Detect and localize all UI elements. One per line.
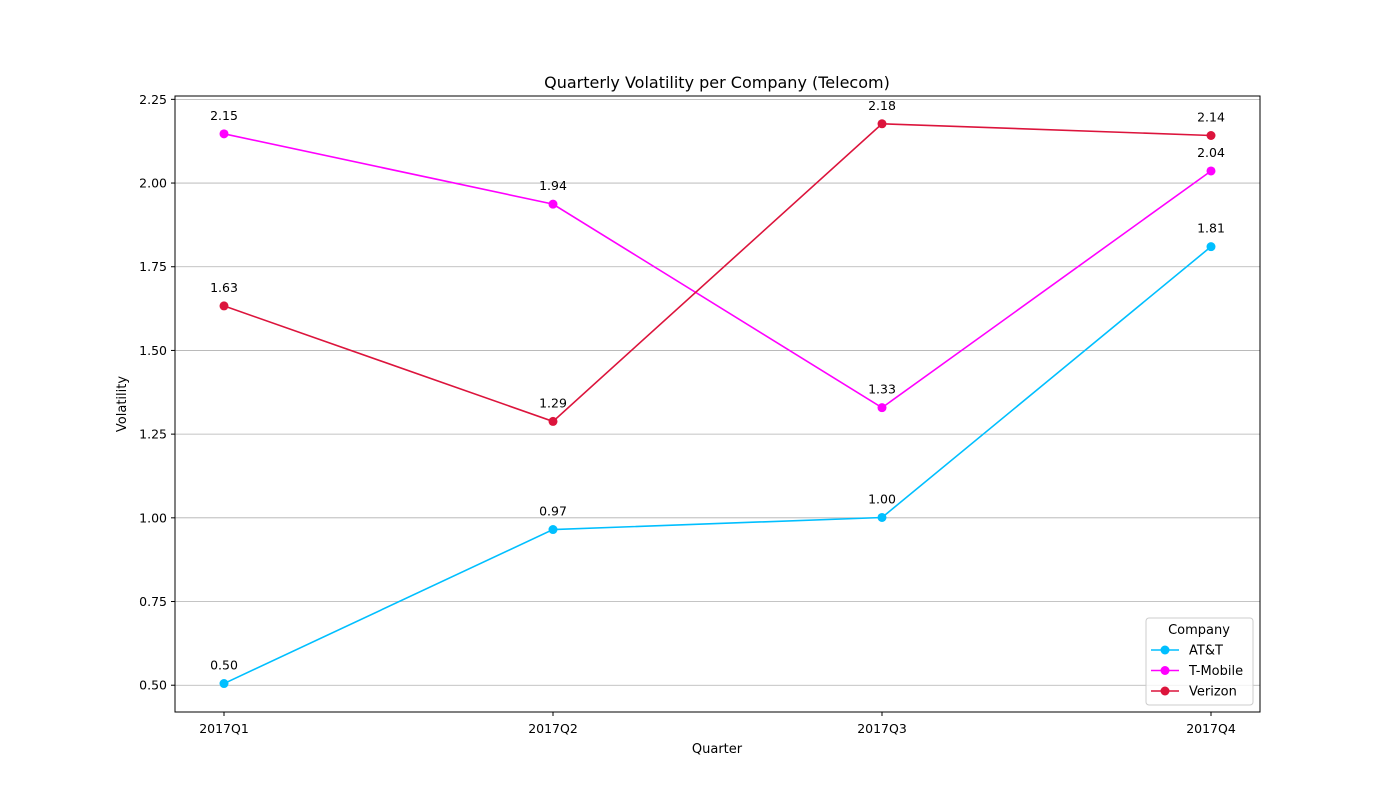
y-axis: 0.50 0.75 1.00 1.25 1.50 1.75 2.00 2.25 [139, 92, 175, 693]
y-tick-label: 2.25 [139, 92, 167, 107]
legend-marker [1160, 686, 1170, 696]
data-point [1206, 242, 1216, 252]
data-label: 2.15 [210, 108, 238, 123]
y-tick-label: 0.50 [139, 678, 167, 693]
y-axis-label: Volatility [115, 376, 130, 432]
data-point [877, 119, 887, 129]
data-point [1206, 131, 1216, 141]
y-tick-label: 1.25 [139, 427, 167, 442]
legend-label: AT&T [1189, 644, 1223, 659]
legend-item: Verizon [1151, 685, 1237, 700]
data-label: 2.14 [1197, 110, 1225, 125]
data-label: 1.94 [539, 178, 567, 193]
series-verizon: 1.63 1.29 2.18 2.14 [210, 98, 1225, 426]
data-point [1206, 166, 1216, 176]
x-tick-label: 2017Q4 [1186, 721, 1236, 736]
x-tick-label: 2017Q2 [528, 721, 578, 736]
plot-frame [174, 95, 1261, 713]
series-at-t: 0.50 0.97 1.00 1.81 [210, 221, 1225, 689]
chart-title: Quarterly Volatility per Company (Teleco… [544, 73, 890, 92]
x-tick-label: 2017Q3 [857, 721, 907, 736]
y-tick-label: 1.50 [139, 343, 167, 358]
data-point [548, 525, 558, 535]
series-line [223, 122, 1212, 423]
y-tick-label: 2.00 [139, 176, 167, 191]
data-label: 0.50 [210, 658, 238, 673]
grid-lines [175, 98, 1260, 686]
x-axis: 2017Q1 2017Q2 2017Q3 2017Q4 [199, 712, 1236, 736]
data-label: 1.00 [868, 491, 896, 506]
data-point [219, 301, 229, 311]
series-layer: 0.50 0.97 1.00 1.81 2.15 1.94 1.33 2.04 1.63 1.29… [210, 98, 1225, 689]
legend-items: AT&T T-Mobile Verizon [1151, 644, 1243, 700]
legend-marker [1160, 666, 1170, 675]
data-label: 2.04 [1197, 145, 1225, 160]
data-label: 0.97 [539, 504, 567, 519]
data-label: 1.33 [868, 382, 896, 397]
data-label: 1.81 [1197, 221, 1225, 236]
series-t-mobile: 2.15 1.94 1.33 2.04 [210, 108, 1225, 413]
data-point [877, 512, 887, 522]
legend-item: AT&T [1151, 644, 1223, 659]
data-label: 1.29 [539, 395, 567, 410]
legend-item: T-Mobile [1151, 664, 1243, 679]
legend-box [1145, 617, 1254, 706]
series-line [223, 246, 1212, 685]
data-point [548, 416, 558, 426]
x-axis-label: Quarter [692, 742, 743, 757]
data-point [219, 129, 229, 139]
series-line [223, 133, 1212, 409]
data-label: 1.63 [210, 280, 238, 295]
x-tick-label: 2017Q1 [199, 721, 249, 736]
y-tick-label: 0.75 [139, 594, 167, 609]
legend-marker [1160, 645, 1170, 655]
data-point [548, 199, 558, 209]
data-point [877, 403, 887, 413]
y-tick-label: 1.00 [139, 510, 167, 525]
legend-title: Company [1168, 623, 1230, 638]
legend-label: Verizon [1189, 685, 1237, 700]
legend-label: T-Mobile [1188, 664, 1243, 679]
data-label: 2.18 [868, 98, 896, 113]
data-point [219, 679, 229, 689]
y-tick-label: 1.75 [139, 259, 167, 274]
legend: Company AT&T T-Mobile Verizon [1145, 617, 1254, 706]
